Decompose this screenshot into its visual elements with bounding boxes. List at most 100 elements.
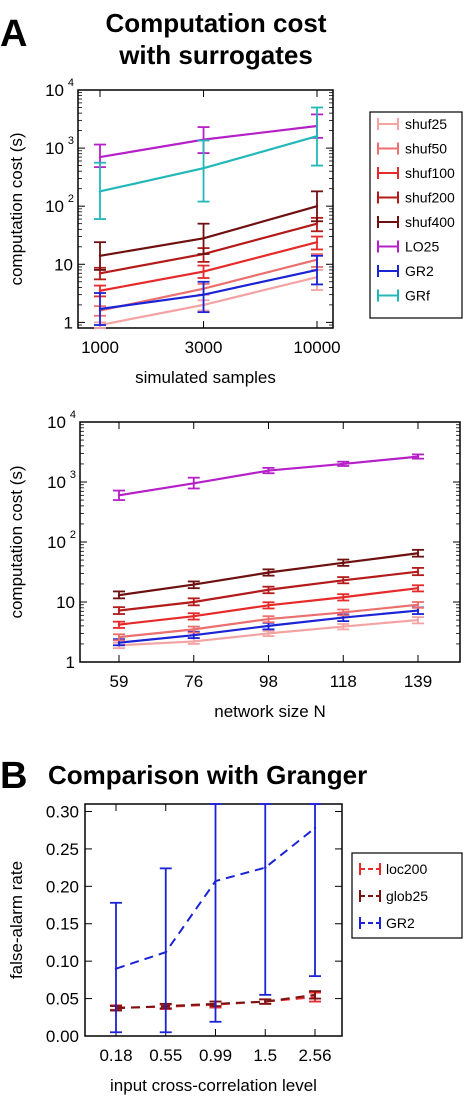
data-point-shuf400: [315, 204, 319, 208]
x-tick-label: 1.5: [253, 1046, 277, 1065]
data-point-shuf400: [342, 561, 345, 565]
x-tick-label: 139: [404, 672, 432, 691]
data-point-shuf200: [192, 600, 195, 604]
series-line-glob25: [115, 993, 316, 1010]
chart-simulated-samples: 1 10 10 2 10 3 10 4 1000 3000 10000 simulated sampl…: [7, 77, 463, 387]
panel-a-title-line2: with surrogates: [118, 40, 313, 70]
x-tick-label: 76: [184, 672, 203, 691]
y-tick-label: 0.30: [46, 802, 79, 821]
data-point-glob25: [313, 993, 317, 997]
data-point-shuf100: [117, 623, 121, 626]
panel-a-heading: A Computation cost with surrogates: [0, 8, 327, 70]
y-tick-label: 10: [45, 81, 64, 100]
y-tick-label: 0.00: [46, 1027, 79, 1046]
y-tick-label: 0.10: [46, 952, 79, 971]
data-point-shuf400: [192, 583, 195, 586]
data-point-LO25: [342, 462, 345, 466]
legend-label: LO25: [405, 239, 439, 255]
data-point-LO25: [117, 494, 121, 497]
data-point-glob25: [264, 1000, 267, 1003]
x-tick-label: 2.56: [298, 1046, 331, 1065]
legend-label: shuf50: [405, 141, 447, 157]
data-point-shuf400: [416, 552, 420, 555]
x-axis-label: simulated samples: [135, 368, 276, 387]
data-point-shuf200: [98, 272, 102, 275]
panel-b-title: Comparison with Granger: [48, 760, 367, 790]
series-line-LO25: [118, 455, 419, 497]
legend-label: glob25: [386, 888, 428, 904]
legend-entry-shuf50: shuf50: [377, 141, 447, 157]
x-tick-label: 0.18: [99, 1046, 132, 1065]
data-point-GR2: [117, 641, 121, 644]
data-point-GR2: [114, 967, 118, 970]
y-tick-label-exponent: 4: [70, 409, 76, 421]
data-point-shuf400: [202, 237, 205, 240]
data-point-shuf25: [192, 640, 195, 643]
legend-entry-shuf400: shuf400: [377, 214, 455, 230]
data-point-shuf200: [117, 609, 121, 612]
legend-label: loc200: [386, 861, 427, 877]
legend-entry-GRf: GRf: [377, 288, 430, 304]
panel-a-letter: A: [0, 13, 27, 55]
data-point-shuf50: [416, 603, 420, 606]
data-point-shuf200: [416, 570, 420, 573]
y-tick-label-exponent: 2: [70, 529, 76, 541]
y-tick-label: 1: [64, 313, 73, 332]
legend-entry-shuf100: shuf100: [377, 165, 455, 181]
y-axis-label: false-alarm rate: [7, 861, 26, 979]
legend-entry-loc200: loc200: [359, 861, 427, 877]
plot-frame: [77, 89, 334, 329]
x-axis-label: network size N: [214, 702, 325, 721]
y-tick-label: 0.25: [46, 840, 79, 859]
legend-entry-GR2: GR2: [377, 263, 434, 279]
data-point-shuf100: [267, 604, 270, 607]
legend-entry-shuf25: shuf25: [377, 116, 447, 132]
chart-cross-correlation: 0.00 0.05 0.10 0.15 0.20 0.25 0.30 0.18 0.55 0.99…: [7, 802, 463, 1095]
data-point-shuf100: [315, 240, 319, 244]
x-tick-label: 3000: [185, 338, 223, 357]
data-point-shuf200: [315, 222, 319, 225]
legend-entry-shuf200: shuf200: [377, 190, 455, 206]
data-point-shuf25: [267, 632, 270, 635]
y-tick-label: 0.20: [46, 877, 79, 896]
y-tick-label: 10: [47, 533, 66, 552]
y-tick-label-exponent: 3: [70, 469, 76, 481]
chart-network-size: 1 10 10 2 10 3 10 4 59 76 98 118 139 network size N co…: [7, 409, 461, 721]
data-point-shuf400: [98, 254, 102, 257]
data-point-GRf: [315, 135, 319, 138]
x-axis-label: input cross-correlation level: [110, 1076, 317, 1095]
data-point-shuf50: [267, 617, 270, 621]
y-tick-label: 10: [47, 473, 66, 492]
y-tick-label: 10: [56, 593, 75, 612]
data-point-GR2: [342, 616, 345, 619]
x-tick-label: 98: [259, 672, 278, 691]
data-point-shuf100: [416, 586, 420, 590]
data-point-LO25: [267, 469, 270, 472]
data-point-GRf: [202, 167, 205, 170]
panel-b-letter: B: [0, 755, 27, 797]
data-point-shuf200: [342, 579, 345, 582]
y-tick-label: 0.05: [46, 990, 79, 1009]
data-point-LO25: [416, 455, 420, 458]
data-point-shuf100: [192, 614, 195, 618]
legend-box: [369, 111, 463, 319]
data-point-shuf100: [98, 289, 102, 292]
data-point-shuf100: [202, 270, 205, 273]
data-point-GR2: [98, 307, 102, 311]
data-point-GR2: [416, 609, 420, 612]
data-point-GR2: [315, 268, 319, 272]
x-tick-label: 1000: [81, 338, 119, 357]
y-axis-label: computation cost (s): [7, 132, 26, 285]
y-tick-label: 10: [54, 255, 73, 274]
data-point-shuf50: [117, 635, 121, 639]
legend-label: shuf25: [405, 116, 447, 132]
y-tick-label: 0.15: [46, 915, 79, 934]
y-tick-label: 10: [45, 197, 64, 216]
x-tick-label: 0.55: [149, 1046, 182, 1065]
data-point-shuf25: [342, 625, 345, 628]
legend-label: shuf400: [405, 214, 455, 230]
legend-label: GR2: [386, 915, 415, 931]
x-tick-label: 59: [110, 672, 129, 691]
data-point-GRf: [98, 190, 102, 193]
